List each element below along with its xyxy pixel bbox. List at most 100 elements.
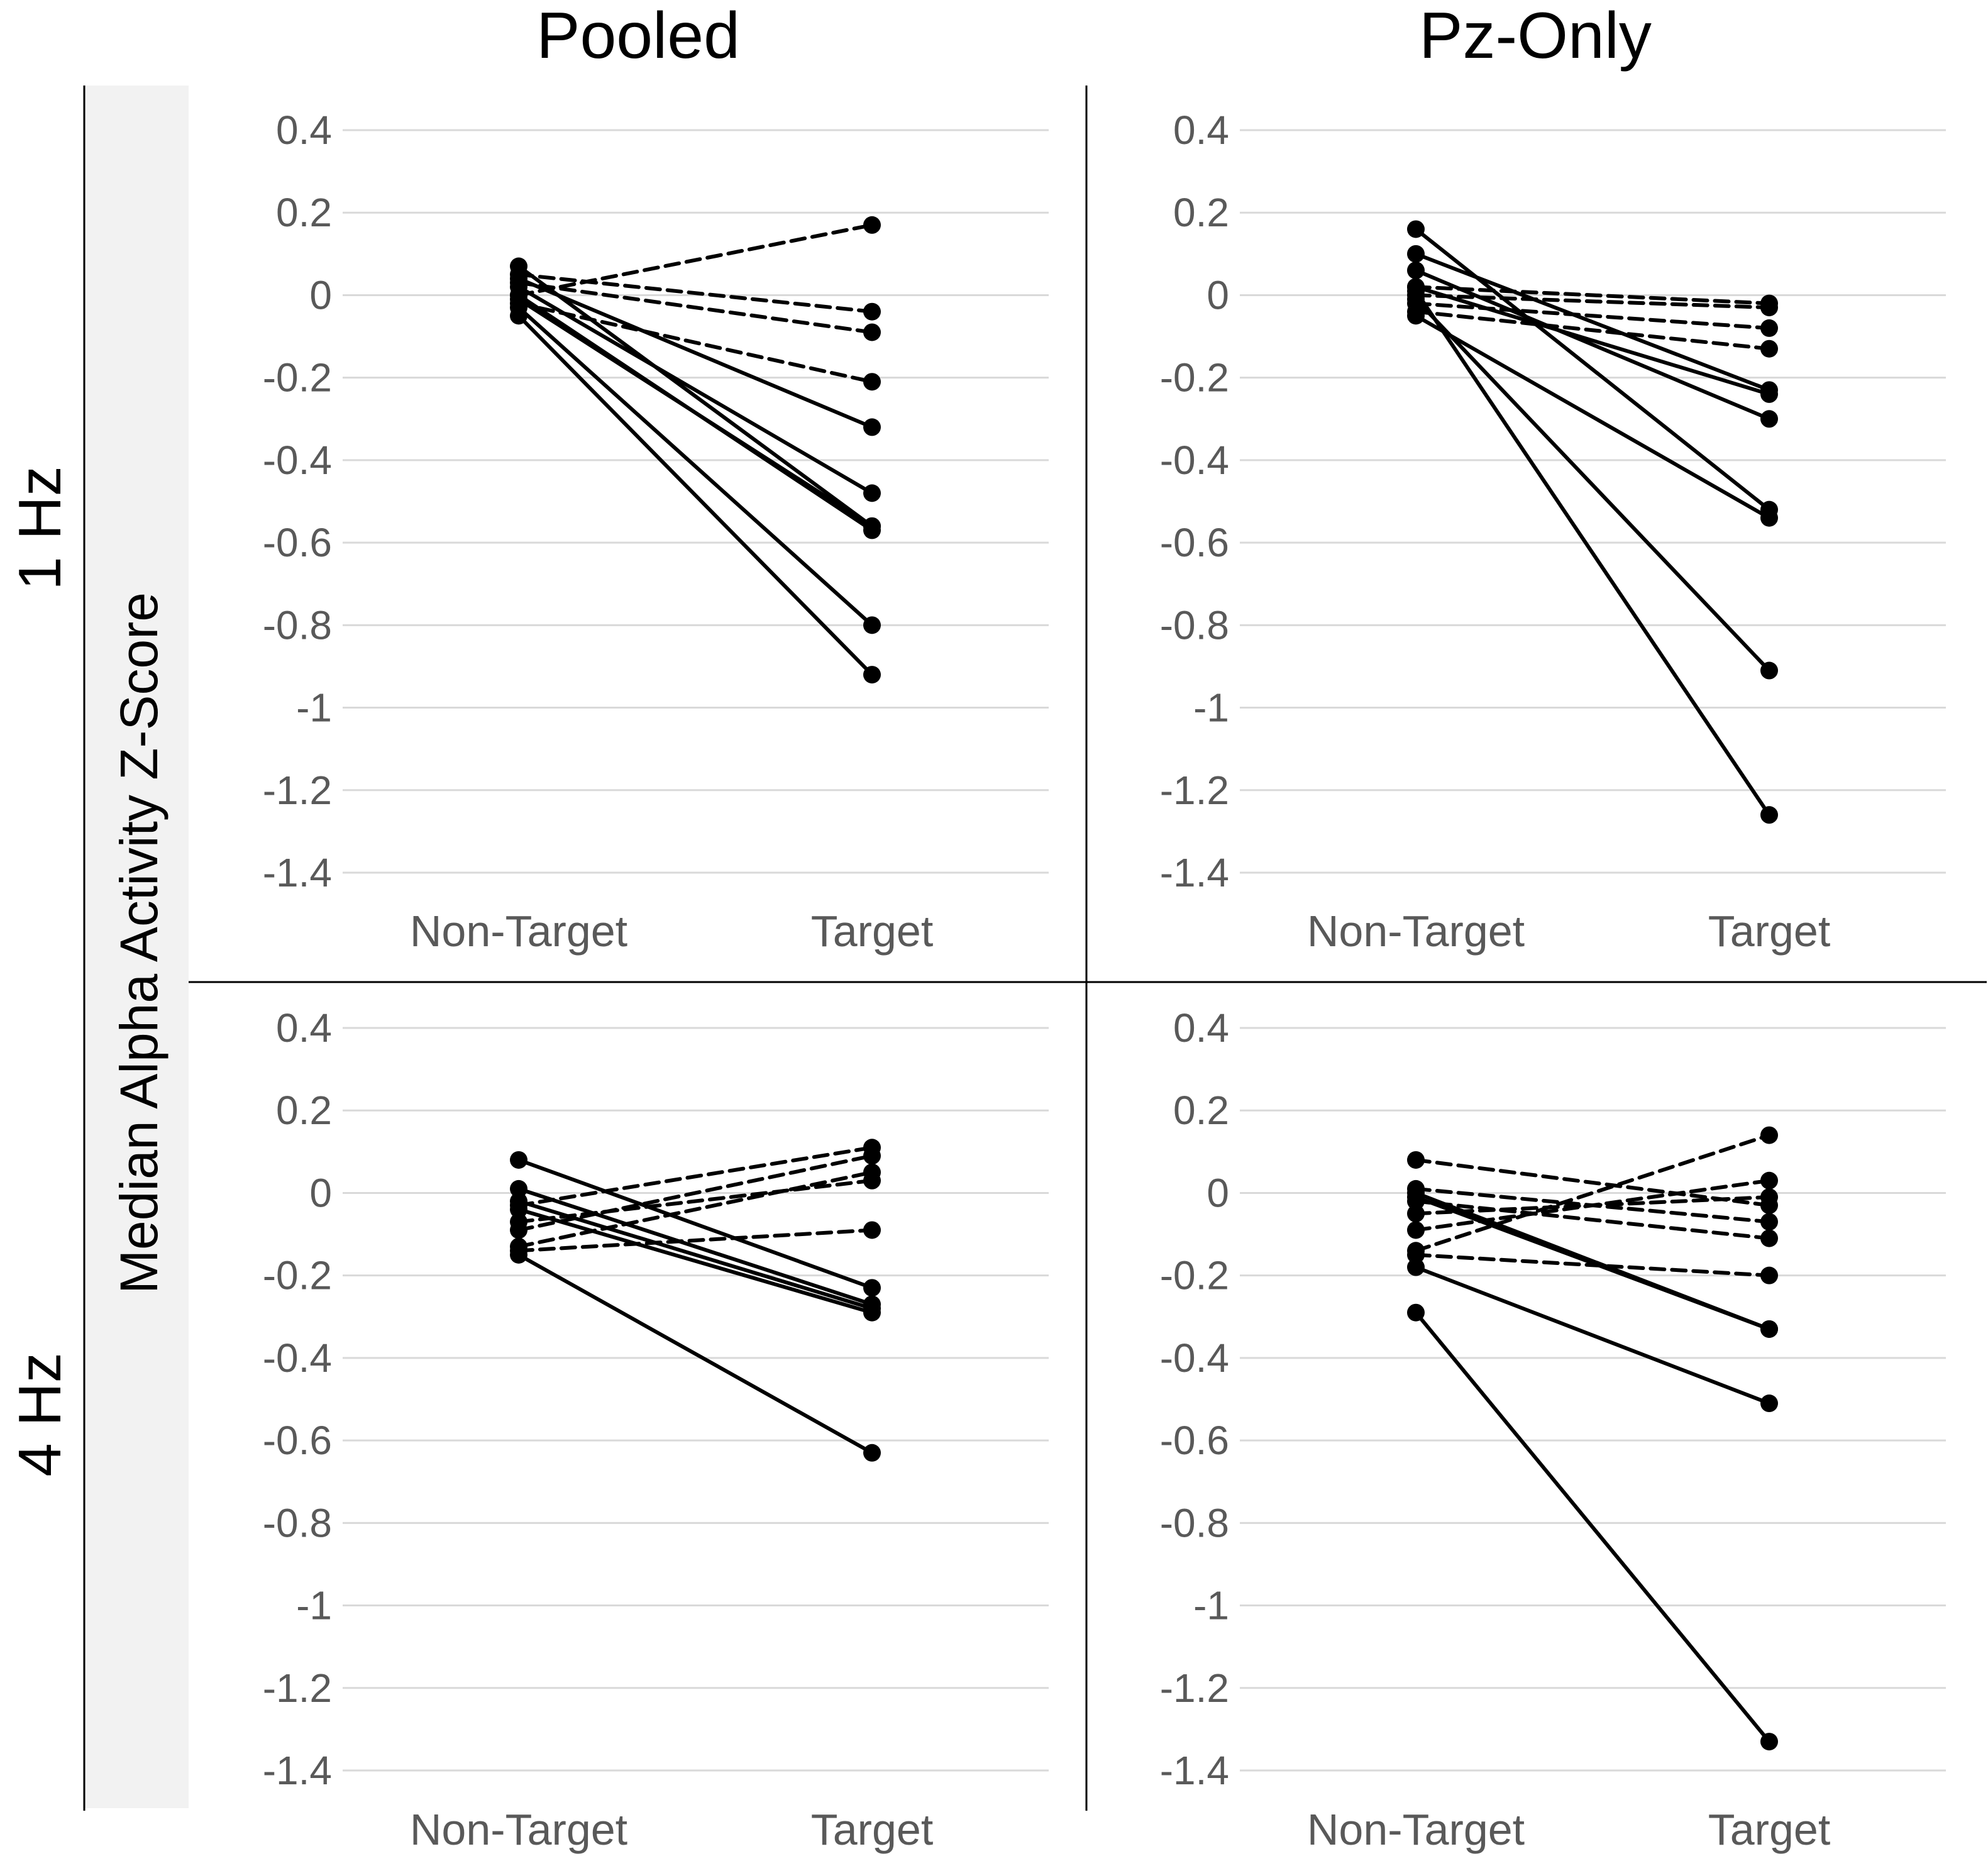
series-line-s11 [517,314,874,677]
data-point-non-target [1407,1303,1425,1322]
y-tick-label: -0.4 [263,1335,332,1381]
series-line-s7 [517,264,874,528]
y-tick-label: 0.4 [276,1005,332,1051]
series-line-s6 [1414,1199,1771,1240]
data-point-target [863,323,881,341]
x-category-label: Non-Target [410,907,627,956]
data-point-target [1760,410,1778,428]
data-point-target [1760,1229,1778,1247]
y-tick-label: 0 [1207,1170,1229,1215]
data-point-target [1760,340,1778,358]
y-tick-label: -1.2 [263,1665,332,1711]
data-point-non-target [1407,307,1425,325]
y-tick-label: 0 [309,272,332,318]
y-tick-label: -1.2 [1160,768,1229,813]
data-point-target [863,1444,881,1462]
y-tick-label: -0.8 [263,602,332,648]
y-axis-label: Median Alpha Activity Z-Score [109,592,168,1294]
x-category-label: Target [1708,1805,1831,1854]
data-point-non-target [1407,1151,1425,1169]
series-line-s1 [517,1146,874,1208]
data-point-target [1760,806,1778,824]
data-point-target [863,1279,881,1297]
data-point-non-target [510,307,527,325]
y-tick-label: -0.6 [263,520,332,565]
y-tick-label: -0.8 [1160,602,1229,648]
series-line-s3 [1414,301,1771,330]
data-point-non-target [1407,1188,1425,1207]
series-line-s10 [1414,297,1771,673]
column-title-pz-only: Pz-Only [1419,0,1652,72]
y-tick-label: -1 [1193,685,1229,731]
y-tick-label: -0.2 [263,355,332,400]
series-line-s2 [517,1154,874,1232]
data-point-non-target [510,1245,527,1264]
x-category-label: Target [811,1805,934,1854]
data-point-non-target [1407,1221,1425,1239]
y-tick-label: -0.8 [1160,1500,1229,1545]
series-line-s4 [1414,1157,1771,1208]
y-tick-label: -0.6 [1160,520,1229,565]
panels-group: 0.4 0.2 0 -0.2 -0.4 -0.6 -0.8 -1 -1.2 -1.4 Non-Tar… [263,108,1946,1854]
y-tick-label: 0.2 [276,190,332,235]
data-point-target [1760,1213,1778,1231]
series-line-s9 [1414,1195,1771,1331]
series-line-s5 [517,1228,874,1253]
data-point-target [1760,509,1778,527]
data-point-non-target [1407,1245,1425,1264]
data-point-non-target [1407,245,1425,263]
series-line-s8 [517,1199,874,1311]
series-line-s11 [1414,1310,1771,1744]
data-point-target [1760,319,1778,337]
data-point-target [863,1221,881,1239]
series-line-s3 [517,280,874,334]
data-point-non-target [510,1200,527,1218]
y-tick-label: -0.2 [1160,1253,1229,1298]
column-title-pooled: Pooled [536,0,740,72]
data-point-target [863,1171,881,1190]
series-line-s7 [1414,268,1771,421]
series-line-s5 [1414,1186,1771,1224]
y-tick-label: -0.4 [1160,1335,1229,1381]
data-point-target [863,1303,881,1322]
y-tick-label: 0 [309,1170,332,1215]
y-tick-label: -0.6 [263,1418,332,1463]
chart-panel-pz-1hz: 0.4 0.2 0 -0.2 -0.4 -0.6 -0.8 -1 -1.2 -1.4 Non-Tar… [1160,108,1946,956]
y-tick-label: 0.4 [276,108,332,153]
series-line-s2 [1414,293,1771,310]
data-point-target [863,302,881,321]
data-point-non-target [510,1179,527,1198]
series-line-s9 [517,293,874,533]
data-point-target [1760,385,1778,403]
data-point-target [863,484,881,502]
chart-panel-pooled-1hz: 0.4 0.2 0 -0.2 -0.4 -0.6 -0.8 -1 -1.2 -1.4 Non-Tar… [263,108,1049,956]
y-tick-label: 0.2 [276,1088,332,1133]
series-line-s2 [517,272,874,314]
x-category-label: Non-Target [1307,1805,1525,1854]
data-point-non-target [1407,1258,1425,1276]
y-tick-label: -1.2 [1160,1665,1229,1711]
y-tick-label: 0.4 [1173,108,1229,153]
data-point-target [1760,1171,1778,1190]
series-line-s1 [1414,285,1771,306]
ylabel-band [84,86,189,1808]
y-tick-label: -0.4 [1160,438,1229,483]
series-line-s11 [1414,289,1771,817]
y-tick-label: 0.2 [1173,1088,1229,1133]
x-category-label: Non-Target [410,1805,627,1854]
series-line-s5 [517,277,874,429]
data-point-target [1760,661,1778,680]
data-point-target [863,666,881,684]
row-title-1hz: 1 Hz [6,466,74,590]
y-tick-label: -1 [296,1583,332,1628]
series-line-s4 [517,1178,874,1224]
data-point-target [863,616,881,634]
series-line-s9 [517,1207,874,1315]
data-point-target [863,373,881,391]
y-tick-label: -1.4 [1160,850,1229,895]
series-line-s6 [517,285,874,495]
data-point-target [1760,1394,1778,1413]
y-tick-label: -1.4 [263,1748,332,1793]
data-point-non-target [1407,220,1425,238]
